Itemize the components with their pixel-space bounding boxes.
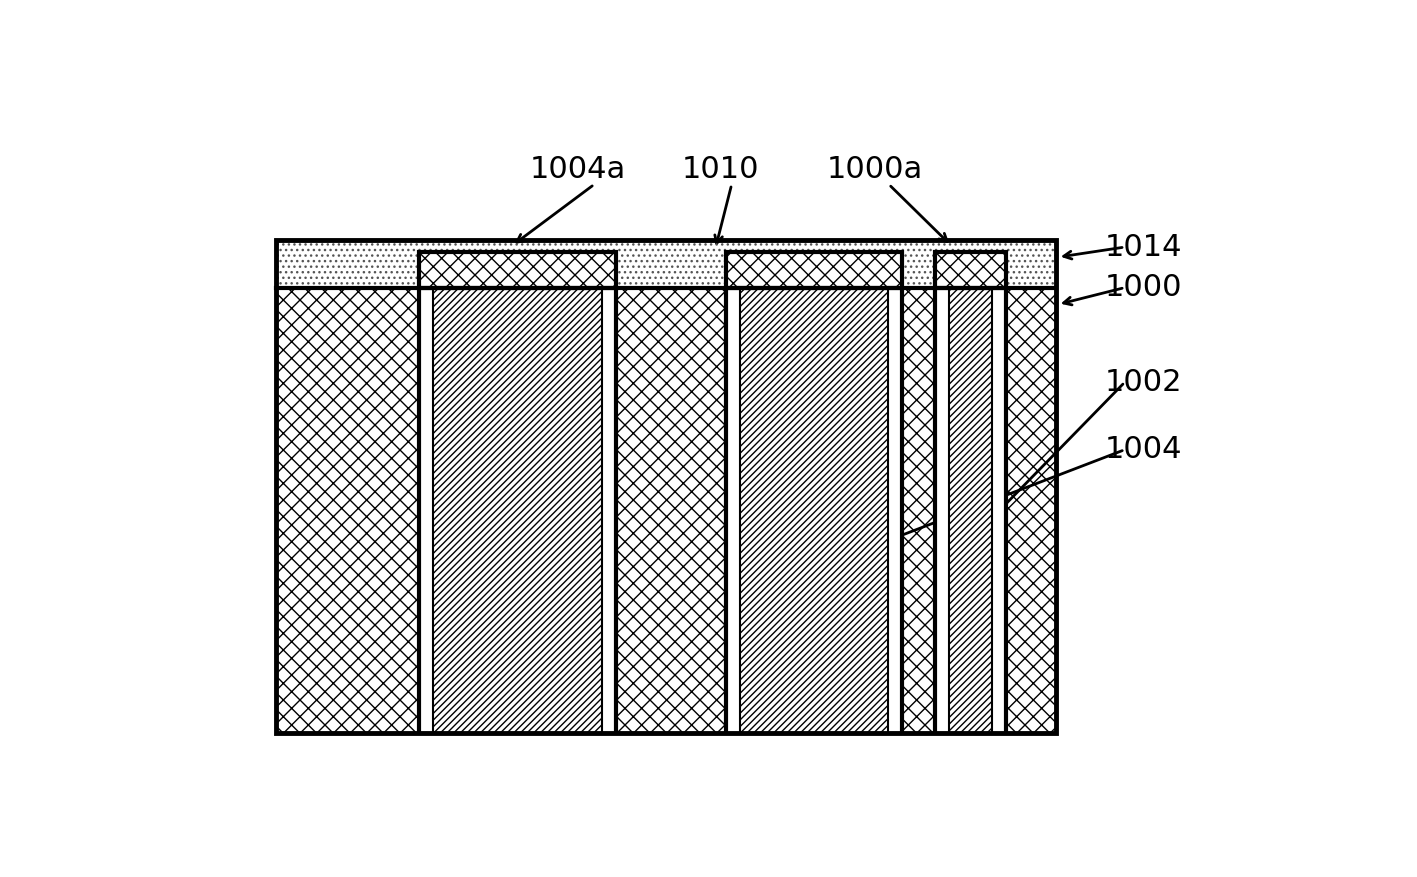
Bar [727,288,901,733]
Bar [276,240,1056,288]
Bar [276,240,1056,288]
Bar [276,288,1056,733]
Bar [419,253,616,288]
Bar [419,253,616,288]
Bar [935,288,1006,733]
Text: 1014: 1014 [1105,232,1182,261]
Bar [935,253,1006,288]
Bar [419,253,616,288]
Bar [434,288,602,733]
Bar [727,253,901,288]
Bar [434,288,602,733]
Bar [949,288,992,733]
Text: 1004a: 1004a [530,155,626,184]
Bar [727,253,901,288]
Bar [949,288,992,733]
Bar [419,288,616,733]
Bar [741,288,887,733]
Bar [935,253,1006,288]
Text: 1004: 1004 [1105,435,1182,464]
Bar [741,288,887,733]
Bar [276,288,1056,733]
Text: 1002: 1002 [1105,367,1182,396]
Bar [935,253,1006,288]
Bar [276,240,1056,733]
Bar [727,253,901,288]
Text: 1010: 1010 [682,155,760,184]
Text: 1000a: 1000a [826,155,922,184]
Text: 1000: 1000 [1105,273,1182,302]
